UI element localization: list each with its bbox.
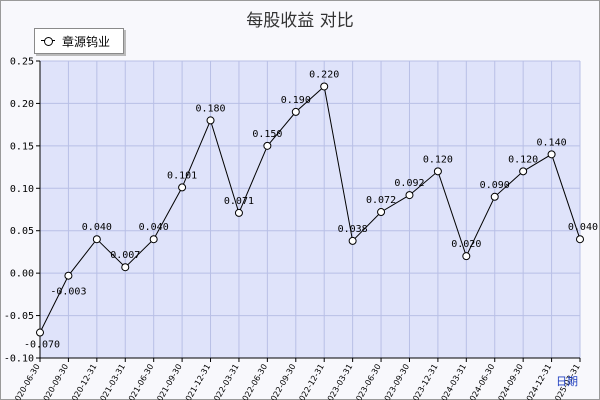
y-tick-label: 0.05 (10, 226, 34, 237)
x-tick-label: 2024-12-31 (522, 363, 553, 400)
chart-title: 每股收益 对比 (246, 11, 354, 31)
y-tick-label: 0.00 (10, 269, 34, 280)
data-point (64, 271, 73, 280)
data-point (92, 235, 101, 244)
data-point (462, 252, 471, 261)
data-label: 0.038 (338, 224, 368, 235)
data-label: 0.040 (139, 222, 169, 233)
x-tick-label: 2021-09-30 (153, 363, 184, 400)
data-point (320, 82, 329, 91)
x-tick-label: 2024-09-30 (494, 363, 525, 400)
data-label: 0.120 (508, 154, 538, 165)
chart-legend: 章源钨业 (34, 28, 124, 54)
data-point (36, 328, 44, 337)
x-tick-label: 2022-12-31 (295, 363, 326, 400)
plot-area (40, 61, 580, 358)
y-tick-label: 0.25 (10, 57, 34, 68)
y-tick-label: 0.10 (10, 184, 34, 195)
data-point (377, 208, 386, 217)
data-label: 0.040 (82, 222, 112, 233)
data-point (121, 263, 130, 272)
data-label: 0.220 (309, 69, 339, 80)
data-label: 0.072 (366, 195, 396, 206)
x-tick-label: 2023-03-31 (323, 363, 354, 400)
x-tick-label: 2023-06-30 (352, 363, 383, 400)
legend-marker-icon (44, 37, 53, 46)
data-point (206, 116, 215, 125)
x-tick-label: 2020-09-30 (39, 363, 70, 400)
data-label: 0.092 (394, 178, 424, 189)
data-point (576, 235, 584, 244)
data-label: -0.003 (50, 287, 86, 298)
x-tick-label: 2020-06-30 (11, 363, 42, 400)
data-label: 0.140 (537, 137, 567, 148)
data-point (263, 141, 272, 150)
data-label: 0.020 (451, 239, 481, 250)
data-point (149, 235, 158, 244)
x-tick-label: 2024-03-31 (437, 363, 468, 400)
data-label: 0.150 (252, 129, 282, 140)
data-label: 0.007 (110, 250, 140, 261)
y-tick-label: -0.10 (4, 354, 34, 365)
data-point (433, 167, 442, 176)
data-point (178, 183, 187, 192)
y-tick-label: -0.05 (4, 311, 34, 322)
data-point (405, 191, 414, 200)
data-label: 0.101 (167, 170, 197, 181)
data-label: 0.120 (423, 154, 453, 165)
data-label: 0.090 (480, 180, 510, 191)
data-point (490, 192, 499, 201)
x-tick-label: 2021-06-30 (124, 363, 155, 400)
data-point (234, 208, 243, 217)
data-label: 0.040 (568, 222, 598, 233)
x-axis-label: 日期 (556, 375, 578, 388)
x-tick-label: 2024-06-30 (465, 362, 496, 400)
data-label: 0.071 (224, 196, 254, 207)
x-tick-label: 2021-12-31 (181, 363, 212, 400)
x-tick-label: 2020-12-31 (68, 363, 99, 400)
series-line (39, 85, 581, 333)
data-label: 0.190 (281, 95, 311, 106)
y-tick-label: 0.20 (10, 99, 34, 110)
data-label: 0.180 (195, 103, 225, 114)
data-point (519, 167, 528, 176)
x-tick-label: 2022-09-30 (266, 363, 297, 400)
x-tick-label: 2023-09-30 (380, 363, 411, 400)
data-label: -0.070 (24, 340, 60, 351)
data-point (291, 107, 300, 116)
x-tick-label: 2022-03-31 (210, 363, 241, 400)
data-point (547, 150, 556, 159)
y-tick-label: 0.15 (10, 141, 34, 152)
x-tick-label: 2023-12-31 (409, 363, 440, 400)
legend-label: 章源钨业 (62, 35, 111, 49)
x-tick-label: 2021-03-31 (96, 363, 127, 400)
data-point (348, 236, 357, 245)
x-tick-label: 2022-06-30 (238, 363, 269, 400)
